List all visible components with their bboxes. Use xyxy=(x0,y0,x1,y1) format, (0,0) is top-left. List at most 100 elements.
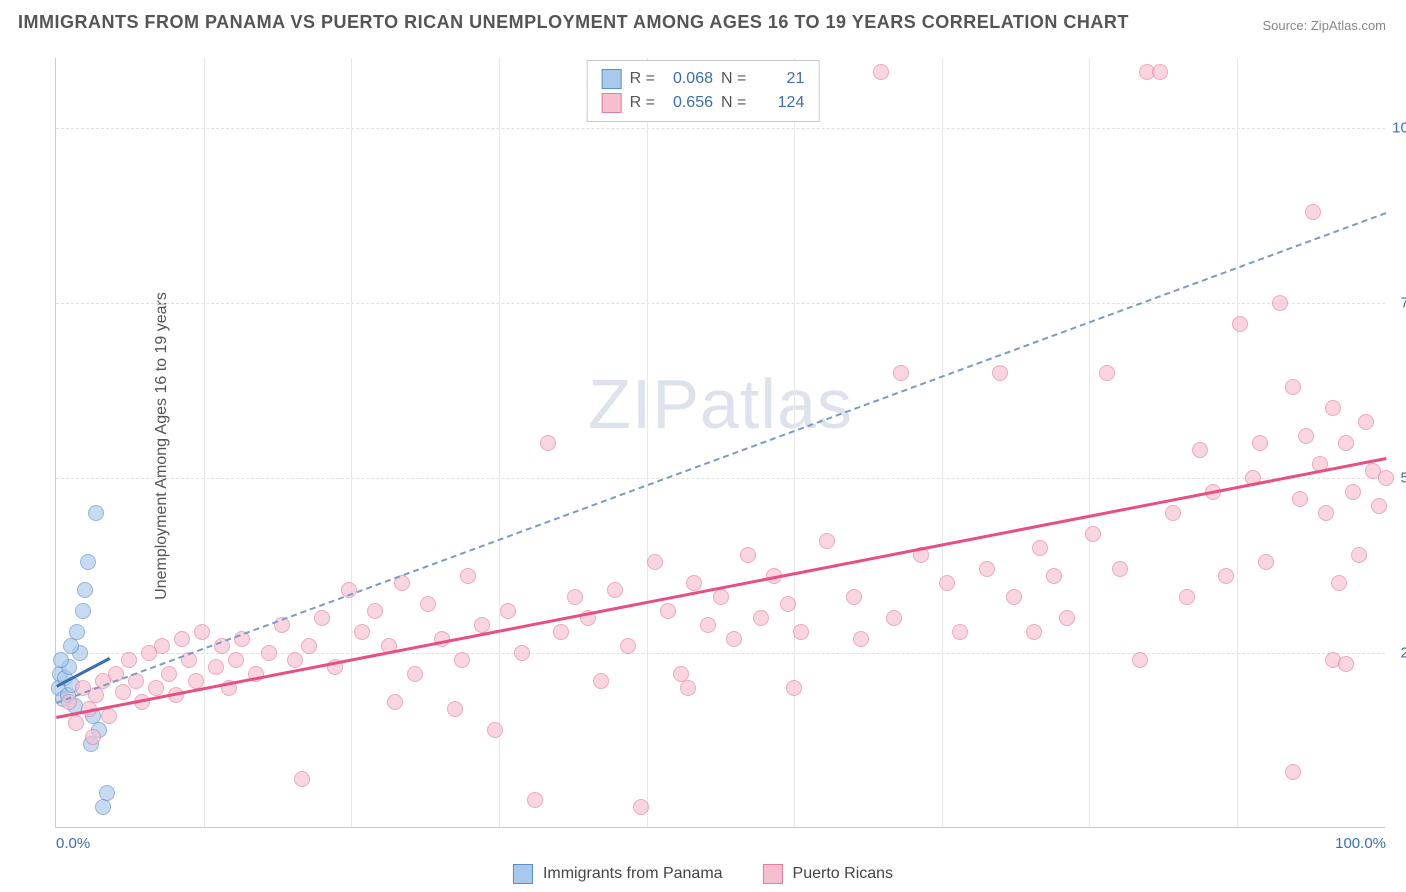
swatch-series-1 xyxy=(513,864,533,884)
data-point xyxy=(819,533,835,549)
data-point xyxy=(1338,435,1354,451)
data-point xyxy=(633,799,649,815)
x-tick-label: 0.0% xyxy=(56,835,90,852)
data-point xyxy=(686,575,702,591)
data-point xyxy=(514,645,530,661)
data-point xyxy=(287,652,303,668)
data-point xyxy=(294,771,310,787)
chart-title: IMMIGRANTS FROM PANAMA VS PUERTO RICAN U… xyxy=(18,12,1129,33)
data-point xyxy=(1026,624,1042,640)
n-label: N = xyxy=(721,67,746,91)
data-point xyxy=(607,582,623,598)
data-point xyxy=(387,694,403,710)
gridline-h xyxy=(56,128,1385,129)
data-point xyxy=(1132,652,1148,668)
data-point xyxy=(786,680,802,696)
data-point xyxy=(780,596,796,612)
data-point xyxy=(474,617,490,633)
data-point xyxy=(1192,442,1208,458)
y-tick-label: 75.0% xyxy=(1400,295,1406,312)
data-point xyxy=(1006,589,1022,605)
gridline-v xyxy=(351,58,352,827)
data-point xyxy=(161,666,177,682)
data-point xyxy=(1358,414,1374,430)
data-point xyxy=(1179,589,1195,605)
data-point xyxy=(454,652,470,668)
data-point xyxy=(115,684,131,700)
data-point xyxy=(1378,470,1394,486)
series-legend: Immigrants from Panama Puerto Ricans xyxy=(513,864,893,884)
data-point xyxy=(700,617,716,633)
data-point xyxy=(979,561,995,577)
data-point xyxy=(1032,540,1048,556)
data-point xyxy=(314,610,330,626)
data-point xyxy=(148,680,164,696)
data-point xyxy=(1046,568,1062,584)
data-point xyxy=(1085,526,1101,542)
data-point xyxy=(228,652,244,668)
data-point xyxy=(753,610,769,626)
data-point xyxy=(101,708,117,724)
gridline-v xyxy=(647,58,648,827)
data-point xyxy=(680,680,696,696)
legend-row-series-2: R = 0.656 N = 124 xyxy=(602,91,805,115)
y-tick-label: 25.0% xyxy=(1400,645,1406,662)
gridline-v xyxy=(942,58,943,827)
legend-item-1: Immigrants from Panama xyxy=(513,864,723,884)
data-point xyxy=(853,631,869,647)
data-point xyxy=(1059,610,1075,626)
data-point xyxy=(952,624,968,640)
data-point xyxy=(407,666,423,682)
data-point xyxy=(194,624,210,640)
scatter-plot-area: ZIPatlas 25.0%50.0%75.0%100.0%0.0%100.0% xyxy=(55,58,1385,828)
data-point xyxy=(846,589,862,605)
legend-label-1: Immigrants from Panama xyxy=(543,865,723,883)
data-point xyxy=(1165,505,1181,521)
gridline-v xyxy=(499,58,500,827)
data-point xyxy=(873,64,889,80)
data-point xyxy=(1258,554,1274,570)
data-point xyxy=(540,435,556,451)
data-point xyxy=(1252,435,1268,451)
data-point xyxy=(527,792,543,808)
data-point xyxy=(420,596,436,612)
correlation-legend: R = 0.068 N = 21 R = 0.656 N = 124 xyxy=(587,60,820,122)
data-point xyxy=(1338,656,1354,672)
data-point xyxy=(1325,400,1341,416)
data-point xyxy=(1218,568,1234,584)
data-point xyxy=(75,603,91,619)
n-value-1: 21 xyxy=(754,67,804,91)
y-tick-label: 50.0% xyxy=(1400,470,1406,487)
r-label: R = xyxy=(630,67,655,91)
data-point xyxy=(1351,547,1367,563)
swatch-series-1 xyxy=(602,69,622,89)
data-point xyxy=(1345,484,1361,500)
legend-item-2: Puerto Ricans xyxy=(763,864,894,884)
gridline-h xyxy=(56,478,1385,479)
data-point xyxy=(726,631,742,647)
data-point xyxy=(620,638,636,654)
data-point xyxy=(1285,764,1301,780)
data-point xyxy=(487,722,503,738)
r-value-1: 0.068 xyxy=(663,67,713,91)
data-point xyxy=(367,603,383,619)
data-point xyxy=(593,673,609,689)
data-point xyxy=(660,603,676,619)
gridline-v xyxy=(794,58,795,827)
data-point xyxy=(301,638,317,654)
data-point xyxy=(500,603,516,619)
data-point xyxy=(1099,365,1115,381)
data-point xyxy=(567,589,583,605)
data-point xyxy=(553,624,569,640)
gridline-h xyxy=(56,653,1385,654)
data-point xyxy=(80,554,96,570)
data-point xyxy=(1152,64,1168,80)
n-label: N = xyxy=(721,91,746,115)
data-point xyxy=(1285,379,1301,395)
gridline-v xyxy=(1237,58,1238,827)
legend-label-2: Puerto Ricans xyxy=(793,865,894,883)
data-point xyxy=(447,701,463,717)
data-point xyxy=(63,638,79,654)
data-point xyxy=(793,624,809,640)
data-point xyxy=(85,729,101,745)
